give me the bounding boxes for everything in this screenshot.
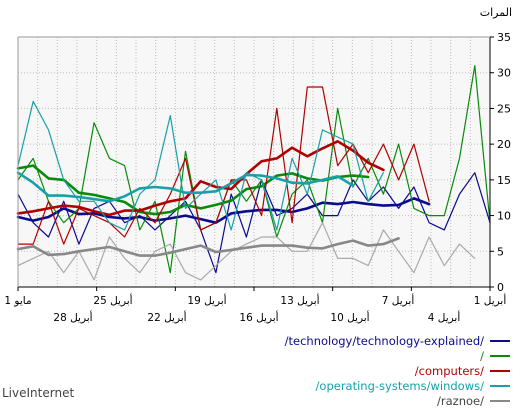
x-tick-label: 16 أبريل xyxy=(239,310,278,324)
y-tick-label: 15 xyxy=(497,174,511,187)
legend-swatch xyxy=(490,384,510,387)
x-tick-label: 22 أبريل xyxy=(147,310,186,324)
y-tick-label: 35 xyxy=(497,31,511,44)
y-tick-label: 30 xyxy=(497,67,511,80)
x-tick-label: 1 أبريل xyxy=(474,293,507,307)
legend-swatch xyxy=(490,369,510,372)
series-line xyxy=(17,172,491,274)
branding-text: LiveInternet xyxy=(2,386,75,400)
series-line xyxy=(16,164,370,216)
y-axis-title: المرات xyxy=(480,6,512,19)
chart: 0 5 10 15 20 25 30 35 المرات 1 مايو 25 أبريل 19 أبر… xyxy=(4,6,512,324)
series-line xyxy=(16,197,431,224)
x-tick-label: 10 أبريل xyxy=(330,310,369,324)
y-tick-label: 20 xyxy=(497,138,511,151)
legend-label: /technology/technology-explained/ xyxy=(284,333,484,348)
x-tick-label: 19 أبريل xyxy=(187,293,226,307)
plot-area xyxy=(18,37,490,287)
y-tick-label: 5 xyxy=(497,245,504,258)
legend-swatch xyxy=(490,339,510,342)
legend-item: /computers/ xyxy=(92,363,512,378)
x-tick-label: 13 أبريل xyxy=(280,293,319,307)
legend-item: /operating-systems/windows/ xyxy=(92,378,512,393)
legend-label: /operating-systems/windows/ xyxy=(315,378,484,393)
y-tick-label: 0 xyxy=(497,281,504,294)
series-line xyxy=(17,222,476,281)
legend-item: / xyxy=(92,348,512,363)
series-line xyxy=(16,171,355,203)
x-tick-label: 1 مايو xyxy=(4,295,31,307)
series-line xyxy=(16,140,385,217)
x-tick-label: 7 أبريل xyxy=(382,293,415,307)
x-tick-label: 28 أبريل xyxy=(53,310,92,324)
series-line xyxy=(17,86,430,245)
legend-swatch xyxy=(490,399,510,402)
series-line xyxy=(16,237,400,257)
legend-label: /computers/ xyxy=(414,363,484,378)
y-tick-label: 25 xyxy=(497,102,511,115)
x-tick-label: 25 أبريل xyxy=(93,293,132,307)
legend: /technology/technology-explained/ / /com… xyxy=(92,333,512,408)
series-line xyxy=(17,100,384,231)
legend-label: /raznoe/ xyxy=(437,393,484,408)
legend-item: /technology/technology-explained/ xyxy=(92,333,512,348)
series-line xyxy=(17,64,491,274)
legend-label: / xyxy=(480,348,484,363)
y-tick-label: 10 xyxy=(497,210,511,223)
legend-swatch xyxy=(490,354,510,357)
legend-item: /raznoe/ xyxy=(92,393,512,408)
x-tick-label: 4 أبريل xyxy=(428,310,461,324)
